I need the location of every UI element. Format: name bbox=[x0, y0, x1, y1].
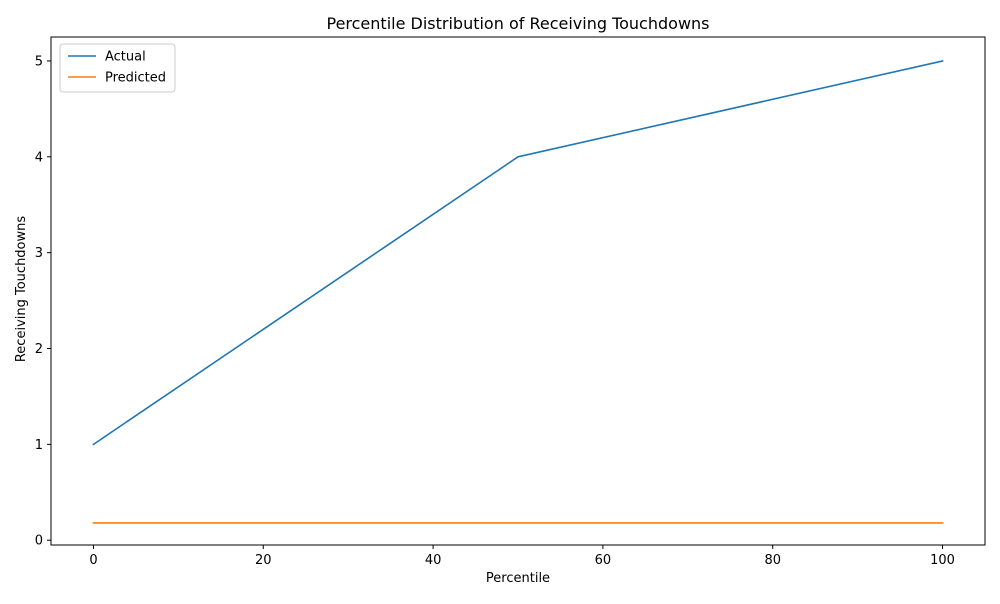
x-tick-label: 100 bbox=[930, 553, 955, 568]
x-tick-label: 40 bbox=[425, 553, 442, 568]
x-tick-label: 80 bbox=[764, 553, 781, 568]
y-tick-label: 2 bbox=[35, 342, 43, 357]
y-tick-label: 3 bbox=[35, 246, 43, 261]
series-line-actual bbox=[92, 60, 944, 446]
legend: Actual Predicted bbox=[59, 43, 176, 93]
y-tick-label: 4 bbox=[35, 150, 43, 165]
x-tick-label: 0 bbox=[89, 553, 97, 568]
x-tick-label: 60 bbox=[595, 553, 612, 568]
axis-ticks: 0 20 40 60 80 100 0 1 2 3 4 5 bbox=[35, 54, 955, 568]
plot-area bbox=[92, 60, 944, 524]
axes-frame bbox=[50, 36, 986, 546]
y-tick-label: 5 bbox=[35, 54, 43, 69]
legend-label-actual: Actual bbox=[105, 50, 146, 65]
legend-label-predicted: Predicted bbox=[105, 71, 166, 86]
x-tick-label: 20 bbox=[255, 553, 272, 568]
y-tick-label: 1 bbox=[35, 438, 43, 453]
y-tick-label: 0 bbox=[35, 534, 43, 549]
y-axis-label: Receiving Touchdowns bbox=[14, 216, 29, 363]
x-axis-label: Percentile bbox=[486, 571, 550, 586]
chart-title: Percentile Distribution of Receiving Tou… bbox=[326, 14, 709, 33]
